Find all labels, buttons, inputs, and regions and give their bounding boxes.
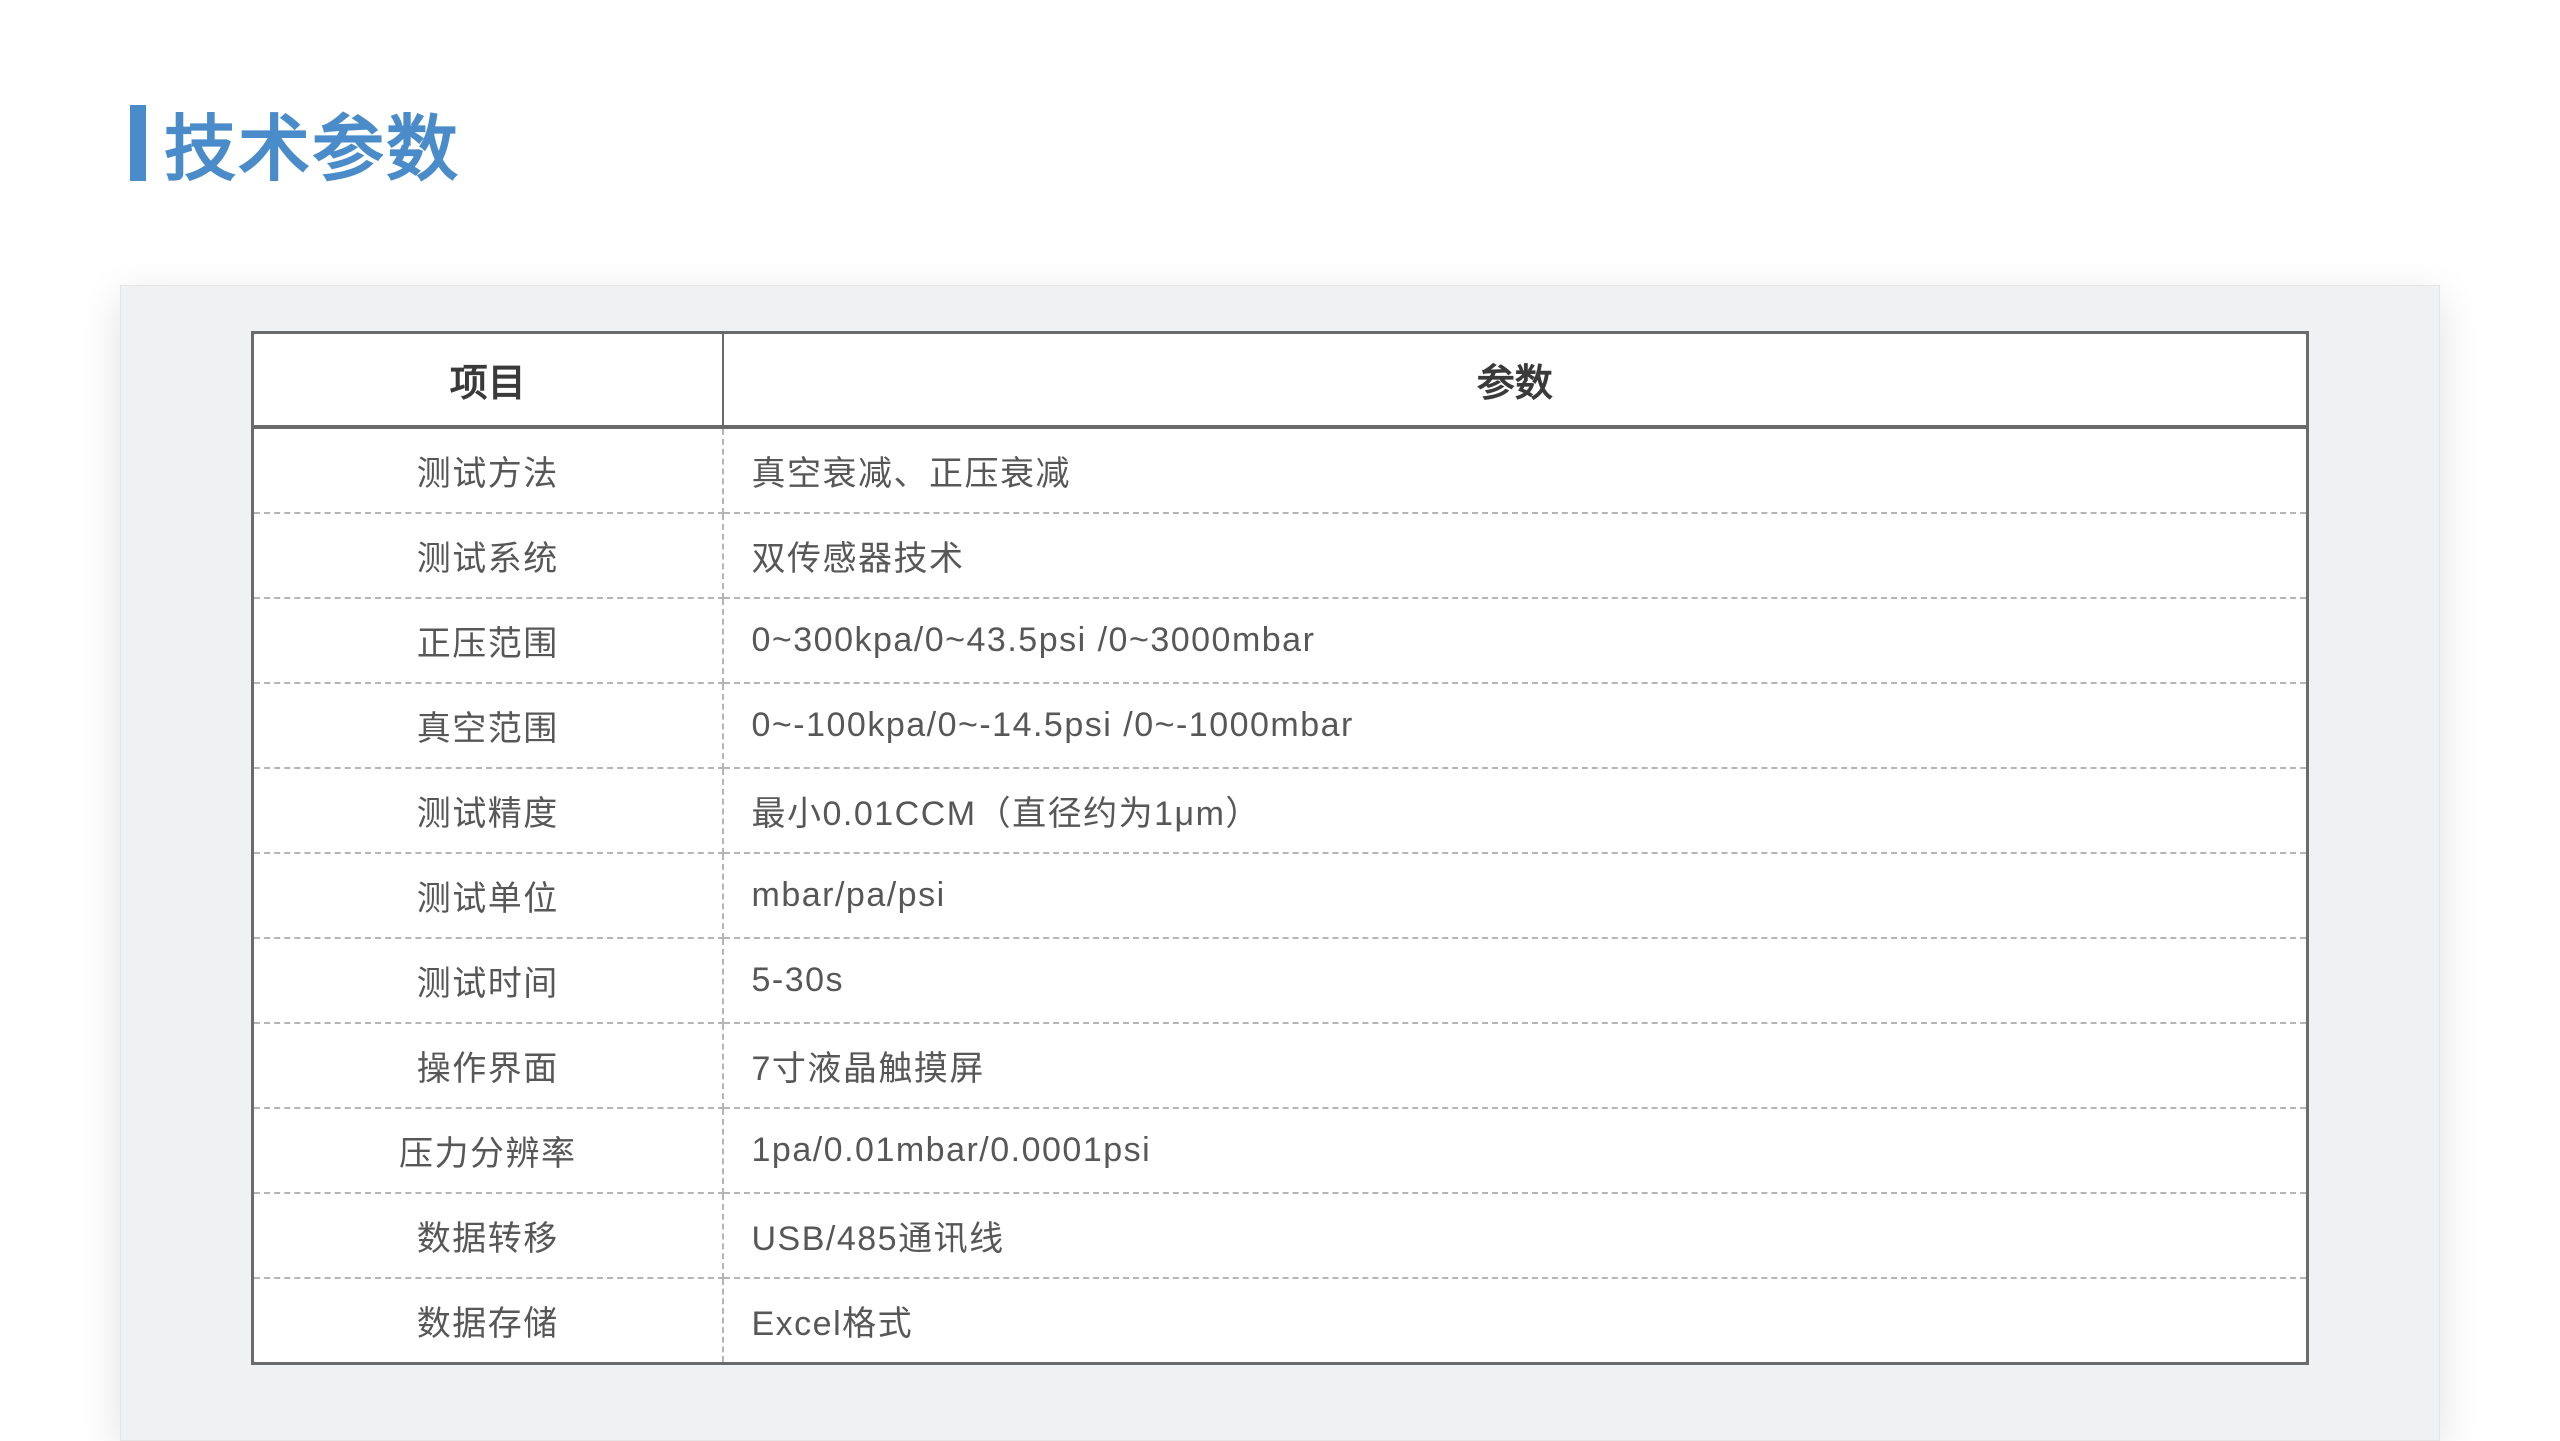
table-row: 数据转移USB/485通讯线 <box>253 1193 2308 1278</box>
table-header-row: 项目 参数 <box>253 333 2308 428</box>
table-row: 数据存储Excel格式 <box>253 1278 2308 1364</box>
table-container: 项目 参数 测试方法真空衰减、正压衰减测试系统双传感器技术正压范围0~300kp… <box>120 285 2440 1441</box>
cell-item: 测试系统 <box>253 513 723 598</box>
cell-item: 正压范围 <box>253 598 723 683</box>
cell-param: 5-30s <box>723 938 2308 1023</box>
cell-param: 7寸液晶触摸屏 <box>723 1023 2308 1108</box>
table-row: 测试精度最小0.01CCM（直径约为1μm） <box>253 768 2308 853</box>
cell-item: 真空范围 <box>253 683 723 768</box>
cell-param: mbar/pa/psi <box>723 853 2308 938</box>
cell-item: 测试精度 <box>253 768 723 853</box>
table-row: 操作界面7寸液晶触摸屏 <box>253 1023 2308 1108</box>
cell-item: 操作界面 <box>253 1023 723 1108</box>
cell-param: USB/485通讯线 <box>723 1193 2308 1278</box>
cell-item: 压力分辨率 <box>253 1108 723 1193</box>
title-accent-bar <box>130 105 146 181</box>
header-param: 参数 <box>723 333 2308 428</box>
table-row: 测试单位mbar/pa/psi <box>253 853 2308 938</box>
section-title: 技术参数 <box>130 90 2440 195</box>
cell-item: 测试方法 <box>253 427 723 513</box>
table-row: 真空范围0~-100kpa/0~-14.5psi /0~-1000mbar <box>253 683 2308 768</box>
header-item: 项目 <box>253 333 723 428</box>
title-text: 技术参数 <box>164 90 460 195</box>
cell-param: 1pa/0.01mbar/0.0001psi <box>723 1108 2308 1193</box>
cell-param: 最小0.01CCM（直径约为1μm） <box>723 768 2308 853</box>
cell-param: 0~300kpa/0~43.5psi /0~3000mbar <box>723 598 2308 683</box>
cell-param: 双传感器技术 <box>723 513 2308 598</box>
cell-item: 测试单位 <box>253 853 723 938</box>
table-body: 测试方法真空衰减、正压衰减测试系统双传感器技术正压范围0~300kpa/0~43… <box>253 427 2308 1364</box>
table-row: 测试时间5-30s <box>253 938 2308 1023</box>
table-row: 测试系统双传感器技术 <box>253 513 2308 598</box>
table-row: 压力分辨率1pa/0.01mbar/0.0001psi <box>253 1108 2308 1193</box>
spec-table: 项目 参数 测试方法真空衰减、正压衰减测试系统双传感器技术正压范围0~300kp… <box>251 331 2309 1365</box>
table-row: 测试方法真空衰减、正压衰减 <box>253 427 2308 513</box>
cell-param: 0~-100kpa/0~-14.5psi /0~-1000mbar <box>723 683 2308 768</box>
cell-param: Excel格式 <box>723 1278 2308 1364</box>
cell-item: 测试时间 <box>253 938 723 1023</box>
table-row: 正压范围0~300kpa/0~43.5psi /0~3000mbar <box>253 598 2308 683</box>
cell-item: 数据转移 <box>253 1193 723 1278</box>
cell-param: 真空衰减、正压衰减 <box>723 427 2308 513</box>
cell-item: 数据存储 <box>253 1278 723 1364</box>
